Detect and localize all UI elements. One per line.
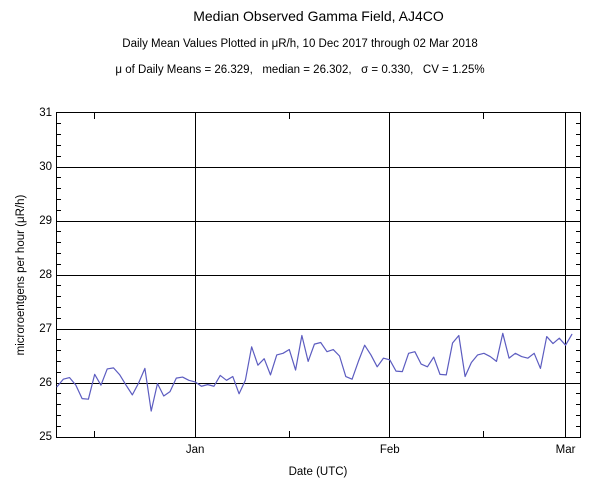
data-line-daily-mean-gamma bbox=[56, 332, 573, 412]
y-minor-tick-right bbox=[576, 209, 580, 211]
y-minor-tick-left bbox=[57, 404, 61, 406]
y-minor-tick-right bbox=[576, 414, 580, 416]
y-minor-tick-right bbox=[576, 425, 580, 427]
y-minor-tick-right bbox=[576, 123, 580, 125]
y-minor-tick-right bbox=[576, 285, 580, 287]
gridline-y-28 bbox=[57, 274, 580, 276]
gridline-x-mar bbox=[565, 113, 567, 437]
y-minor-tick-right bbox=[576, 393, 580, 395]
y-minor-tick-right bbox=[576, 317, 580, 319]
y-minor-tick-left bbox=[57, 134, 61, 136]
y-minor-tick-left bbox=[57, 123, 61, 125]
y-minor-tick-right bbox=[576, 263, 580, 265]
y-minor-tick-left bbox=[57, 188, 61, 190]
y-minor-tick-right bbox=[576, 306, 580, 308]
y-minor-tick-left bbox=[57, 306, 61, 308]
y-minor-tick-left bbox=[57, 144, 61, 146]
y-tick-label-25: 25 bbox=[39, 431, 52, 443]
y-minor-tick-right bbox=[576, 350, 580, 352]
x-minor-tick-top bbox=[483, 113, 485, 119]
y-tick-label-27: 27 bbox=[39, 323, 52, 335]
y-minor-tick-left bbox=[57, 360, 61, 362]
y-minor-tick-right bbox=[576, 296, 580, 298]
chart-title: Median Observed Gamma Field, AJ4CO bbox=[193, 8, 444, 24]
y-minor-tick-left bbox=[57, 350, 61, 352]
y-minor-tick-left bbox=[57, 155, 61, 157]
gridline-x-feb bbox=[389, 113, 391, 437]
y-minor-tick-right bbox=[576, 177, 580, 179]
y-minor-tick-left bbox=[57, 425, 61, 427]
y-minor-tick-right bbox=[576, 231, 580, 233]
y-minor-tick-left bbox=[57, 209, 61, 211]
y-minor-tick-left bbox=[57, 296, 61, 298]
y-minor-tick-right bbox=[576, 339, 580, 341]
y-minor-tick-right bbox=[576, 404, 580, 406]
x-tick-label-feb: Feb bbox=[379, 444, 400, 456]
y-minor-tick-right bbox=[576, 155, 580, 157]
gridline-y-30 bbox=[57, 166, 580, 168]
y-minor-tick-right bbox=[576, 252, 580, 254]
y-minor-tick-right bbox=[576, 144, 580, 146]
y-minor-tick-right bbox=[576, 134, 580, 136]
y-minor-tick-left bbox=[57, 242, 61, 244]
y-minor-tick-right bbox=[576, 242, 580, 244]
y-minor-tick-left bbox=[57, 414, 61, 416]
y-minor-tick-left bbox=[57, 263, 61, 265]
chart-subtitle: Daily Mean Values Plotted in μR/h, 10 De… bbox=[122, 38, 478, 50]
x-axis-label: Date (UTC) bbox=[288, 466, 348, 478]
y-minor-tick-right bbox=[576, 371, 580, 373]
y-tick-label-30: 30 bbox=[39, 161, 52, 173]
chart-stats-line: μ of Daily Means = 26.329, median = 26.3… bbox=[115, 64, 485, 76]
y-minor-tick-left bbox=[57, 285, 61, 287]
y-minor-tick-left bbox=[57, 252, 61, 254]
x-minor-tick-bottom bbox=[94, 431, 96, 437]
y-minor-tick-left bbox=[57, 317, 61, 319]
x-tick-label-mar: Mar bbox=[555, 444, 576, 456]
y-tick-label-31: 31 bbox=[39, 107, 52, 119]
y-tick-label-26: 26 bbox=[39, 377, 52, 389]
y-minor-tick-left bbox=[57, 198, 61, 200]
x-minor-tick-bottom bbox=[288, 431, 290, 437]
y-minor-tick-left bbox=[57, 339, 61, 341]
gridline-y-26 bbox=[57, 382, 580, 384]
y-tick-label-29: 29 bbox=[39, 215, 52, 227]
gridline-y-27 bbox=[57, 328, 580, 330]
y-minor-tick-right bbox=[576, 360, 580, 362]
x-minor-tick-top bbox=[94, 113, 96, 119]
y-minor-tick-left bbox=[57, 231, 61, 233]
plot-area bbox=[56, 112, 581, 438]
y-minor-tick-left bbox=[57, 371, 61, 373]
y-tick-label-28: 28 bbox=[39, 269, 52, 281]
y-minor-tick-left bbox=[57, 177, 61, 179]
y-minor-tick-left bbox=[57, 393, 61, 395]
gridline-x-jan bbox=[194, 113, 196, 437]
x-minor-tick-top bbox=[288, 113, 290, 119]
y-minor-tick-right bbox=[576, 198, 580, 200]
y-minor-tick-right bbox=[576, 188, 580, 190]
x-minor-tick-bottom bbox=[483, 431, 485, 437]
gridline-y-29 bbox=[57, 220, 580, 222]
x-tick-label-jan: Jan bbox=[185, 444, 205, 456]
